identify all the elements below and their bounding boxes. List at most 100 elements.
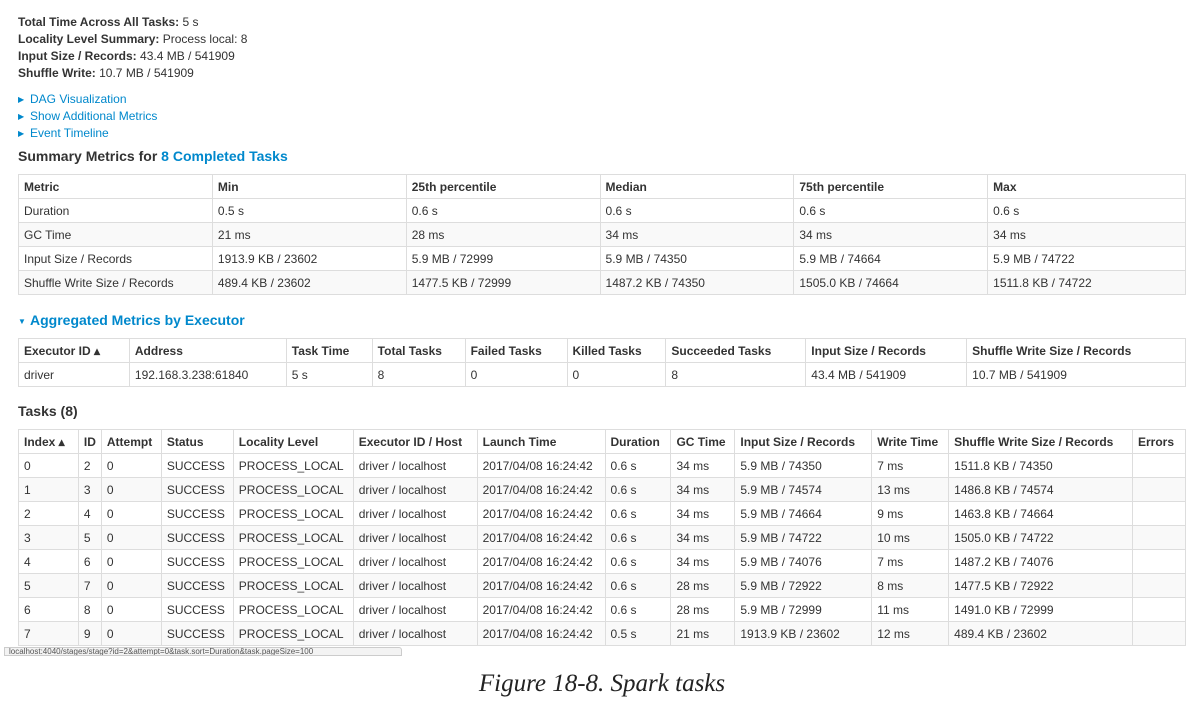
table-cell: 1511.8 KB / 74722 xyxy=(987,270,1186,295)
table-cell: 0 xyxy=(100,501,162,526)
tasks-header[interactable]: Shuffle Write Size / Records xyxy=(948,429,1133,454)
table-cell: 21 ms xyxy=(670,621,736,646)
table-cell: 2017/04/08 16:24:42 xyxy=(476,501,606,526)
table-cell: 2017/04/08 16:24:42 xyxy=(476,621,606,646)
show-additional-metrics-link[interactable]: ▶ Show Additional Metrics xyxy=(18,109,158,123)
table-cell: 5.9 MB / 74722 xyxy=(734,525,873,550)
table-cell: 34 ms xyxy=(987,222,1186,247)
table-cell: SUCCESS xyxy=(160,525,234,550)
table-cell: 489.4 KB / 23602 xyxy=(211,270,407,295)
table-cell: 9 xyxy=(77,621,102,646)
summary-metrics-title: Summary Metrics for 8 Completed Tasks xyxy=(18,148,288,164)
tasks-header[interactable]: GC Time xyxy=(670,429,736,454)
aggregated-header[interactable]: Input Size / Records xyxy=(805,338,968,363)
tasks-header[interactable]: Write Time xyxy=(871,429,950,454)
table-cell: 5.9 MB / 72922 xyxy=(734,573,873,598)
tasks-header[interactable]: Locality Level xyxy=(232,429,354,454)
aggregated-header[interactable]: Total Tasks xyxy=(371,338,466,363)
table-cell: 10 ms xyxy=(871,525,950,550)
event-timeline-link[interactable]: ▶ Event Timeline xyxy=(18,126,109,140)
table-cell: 0.6 s xyxy=(604,549,672,574)
tasks-header[interactable]: Attempt xyxy=(100,429,162,454)
table-cell: 2 xyxy=(77,453,102,478)
table-cell: 1487.2 KB / 74076 xyxy=(948,549,1133,574)
table-cell: 192.168.3.238:61840 xyxy=(128,362,287,387)
table-cell: 5 xyxy=(77,525,102,550)
table-cell: driver / localhost xyxy=(352,597,478,622)
table-cell: PROCESS_LOCAL xyxy=(232,525,354,550)
browser-status-bar: localhost:4040/stages/stage?id=2&attempt… xyxy=(4,647,402,656)
table-cell: 1463.8 KB / 74664 xyxy=(948,501,1133,526)
table-cell: 5 xyxy=(18,573,79,598)
aggregated-header[interactable]: Task Time xyxy=(285,338,373,363)
tasks-header[interactable]: ID xyxy=(77,429,102,454)
aggregated-header[interactable]: Failed Tasks xyxy=(464,338,568,363)
tasks-header[interactable]: Status xyxy=(160,429,234,454)
table-cell: 1491.0 KB / 72999 xyxy=(948,597,1133,622)
table-cell xyxy=(1132,477,1186,502)
table-cell: 2017/04/08 16:24:42 xyxy=(476,453,606,478)
tasks-header[interactable]: Input Size / Records xyxy=(734,429,873,454)
aggregated-header[interactable]: Executor ID ▴ xyxy=(18,338,130,363)
total-time-line: Total Time Across All Tasks: 5 s xyxy=(18,15,199,29)
summary-metrics-header: Min xyxy=(211,174,407,199)
summary-metrics-table: Metric Min 25th percentile Median 75th perce… xyxy=(18,174,1186,295)
tasks-header[interactable]: Errors xyxy=(1132,429,1186,454)
table-cell: 34 ms xyxy=(670,501,736,526)
tasks-header[interactable]: Duration xyxy=(604,429,672,454)
table-cell: 0.5 s xyxy=(211,198,407,223)
table-cell: 0 xyxy=(100,525,162,550)
table-cell: 13 ms xyxy=(871,477,950,502)
completed-tasks-link[interactable]: 8 Completed Tasks xyxy=(161,148,288,164)
table-cell: SUCCESS xyxy=(160,621,234,646)
table-cell: 2017/04/08 16:24:42 xyxy=(476,597,606,622)
table-cell: 7 ms xyxy=(871,453,950,478)
dag-visualization-link[interactable]: ▶ DAG Visualization xyxy=(18,92,127,106)
summary-metrics-header: Max xyxy=(987,174,1186,199)
table-row: Input Size / Records 1913.9 KB / 23602 5.9… xyxy=(18,246,1186,271)
table-cell: 7 xyxy=(18,621,79,646)
table-cell: 0.6 s xyxy=(604,525,672,550)
table-cell: Input Size / Records xyxy=(18,246,213,271)
table-cell: 2017/04/08 16:24:42 xyxy=(476,573,606,598)
table-cell: SUCCESS xyxy=(160,597,234,622)
table-cell: 1 xyxy=(18,477,79,502)
table-cell: driver / localhost xyxy=(352,549,478,574)
table-cell: 3 xyxy=(18,525,79,550)
table-cell: 5.9 MB / 74574 xyxy=(734,477,873,502)
tasks-header[interactable]: Executor ID / Host xyxy=(352,429,478,454)
table-cell: 0.6 s xyxy=(604,501,672,526)
table-cell: 0 xyxy=(100,621,162,646)
table-cell: 5.9 MB / 74350 xyxy=(734,453,873,478)
triangle-right-icon: ▶ xyxy=(18,112,25,121)
aggregated-metrics-toggle[interactable]: ▼ Aggregated Metrics by Executor xyxy=(18,312,245,328)
table-cell: 34 ms xyxy=(599,222,795,247)
tasks-header[interactable]: Launch Time xyxy=(476,429,606,454)
aggregated-header[interactable]: Shuffle Write Size / Records xyxy=(966,338,1186,363)
table-cell: 2017/04/08 16:24:42 xyxy=(476,525,606,550)
table-cell: 34 ms xyxy=(793,222,989,247)
table-cell: 5.9 MB / 74722 xyxy=(987,246,1186,271)
table-row: GC Time 21 ms 28 ms 34 ms 34 ms 34 ms xyxy=(18,222,1186,247)
table-cell: driver xyxy=(18,362,130,387)
aggregated-header[interactable]: Succeeded Tasks xyxy=(665,338,807,363)
table-cell: 8 xyxy=(77,597,102,622)
table-cell: 12 ms xyxy=(871,621,950,646)
table-cell: 2017/04/08 16:24:42 xyxy=(476,549,606,574)
table-cell: 6 xyxy=(18,597,79,622)
table-cell: 28 ms xyxy=(670,573,736,598)
summary-metrics-header: Metric xyxy=(18,174,213,199)
table-row: 3 5 0 SUCCESS PROCESS_LOCAL driver / localhos… xyxy=(18,525,1186,550)
table-row: 4 6 0 SUCCESS PROCESS_LOCAL driver / localhos… xyxy=(18,549,1186,574)
table-cell xyxy=(1132,501,1186,526)
tasks-header[interactable]: Index ▴ xyxy=(18,429,79,454)
table-cell: driver / localhost xyxy=(352,477,478,502)
table-cell: PROCESS_LOCAL xyxy=(232,597,354,622)
table-cell: 2017/04/08 16:24:42 xyxy=(476,477,606,502)
aggregated-header[interactable]: Address xyxy=(128,338,287,363)
aggregated-header[interactable]: Killed Tasks xyxy=(566,338,667,363)
table-cell: 5.9 MB / 74664 xyxy=(734,501,873,526)
table-cell: 2 xyxy=(18,501,79,526)
table-cell: 8 ms xyxy=(871,573,950,598)
table-row: 7 9 0 SUCCESS PROCESS_LOCAL driver / localhos… xyxy=(18,621,1186,646)
